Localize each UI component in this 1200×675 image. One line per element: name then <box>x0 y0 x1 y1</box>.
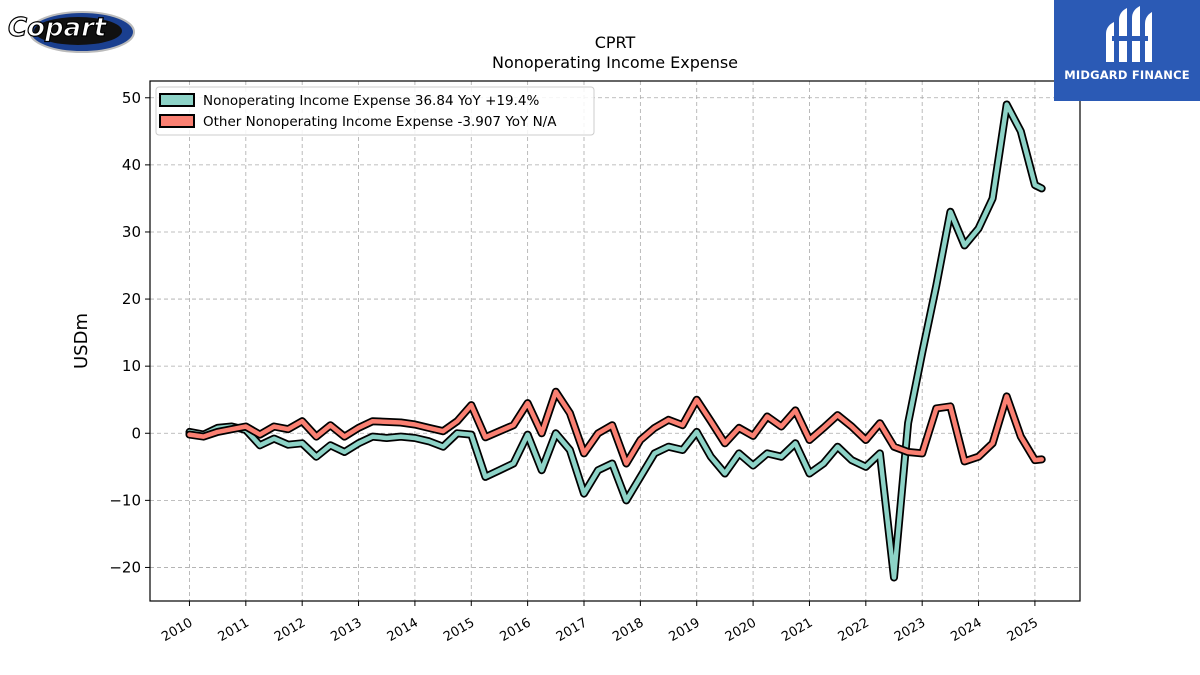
grid-lines <box>150 81 1080 601</box>
x-tick-label: 2020 <box>723 615 759 645</box>
series-1-outline <box>185 100 1046 582</box>
x-tick-label: 2012 <box>272 615 308 645</box>
midgard-finance-logo: MIDGARD FINANCE <box>1054 0 1200 101</box>
legend-entry-series-1: Nonoperating Income Expense 36.84 YoY +1… <box>203 93 539 109</box>
x-tick-label: 2019 <box>667 615 703 645</box>
x-tick-label: 2015 <box>441 615 477 645</box>
y-tick-label: −10 <box>109 491 141 509</box>
x-tick-label: 2011 <box>216 615 252 645</box>
y-tick-label: 30 <box>122 223 141 241</box>
x-tick-label: 2024 <box>948 615 984 645</box>
legend-box <box>155 86 595 136</box>
x-tick-label: 2013 <box>328 615 364 645</box>
y-tick-label: 10 <box>122 357 141 375</box>
x-tick-label: 2010 <box>159 615 195 645</box>
series-1-line <box>187 102 1044 580</box>
plot-frame <box>149 80 1081 602</box>
copart-logo: Copart <box>4 4 136 54</box>
legend: Nonoperating Income Expense 36.84 YoY +1… <box>155 86 595 136</box>
x-tick-label: 2021 <box>779 615 815 645</box>
copart-logo-text: Copart <box>8 13 108 43</box>
midgard-logo-text: MIDGARD FINANCE <box>1064 68 1190 82</box>
y-axis-ticks: −20 −10 0 10 20 30 40 50 <box>109 89 150 576</box>
x-tick-label: 2018 <box>610 615 646 645</box>
chart-subtitle: Nonoperating Income Expense <box>492 53 738 72</box>
series-layer <box>185 100 1046 582</box>
x-axis-ticks: 2010 2011 2012 2013 2014 2015 2016 2017 2018 2019… <box>159 601 1041 645</box>
series-2-line <box>187 389 1044 466</box>
y-tick-label: 40 <box>122 156 141 174</box>
y-tick-label: 20 <box>122 290 141 308</box>
midgard-emblem-icon <box>1106 6 1152 62</box>
chart-title: CPRT <box>595 33 636 52</box>
y-tick-label: 0 <box>131 424 141 442</box>
legend-entry-series-2: Other Nonoperating Income Expense -3.907… <box>203 114 557 130</box>
x-tick-label: 2022 <box>836 615 872 645</box>
x-tick-label: 2025 <box>1005 615 1041 645</box>
x-tick-label: 2017 <box>554 615 590 645</box>
y-tick-label: 50 <box>122 89 141 107</box>
x-tick-label: 2016 <box>497 615 533 645</box>
legend-swatch-series-1 <box>159 93 195 107</box>
x-tick-label: 2014 <box>385 615 421 645</box>
y-tick-label: −20 <box>109 558 141 576</box>
y-axis-label: USDm <box>71 313 92 369</box>
x-tick-label: 2023 <box>892 615 928 645</box>
legend-swatch-series-2 <box>159 114 195 128</box>
